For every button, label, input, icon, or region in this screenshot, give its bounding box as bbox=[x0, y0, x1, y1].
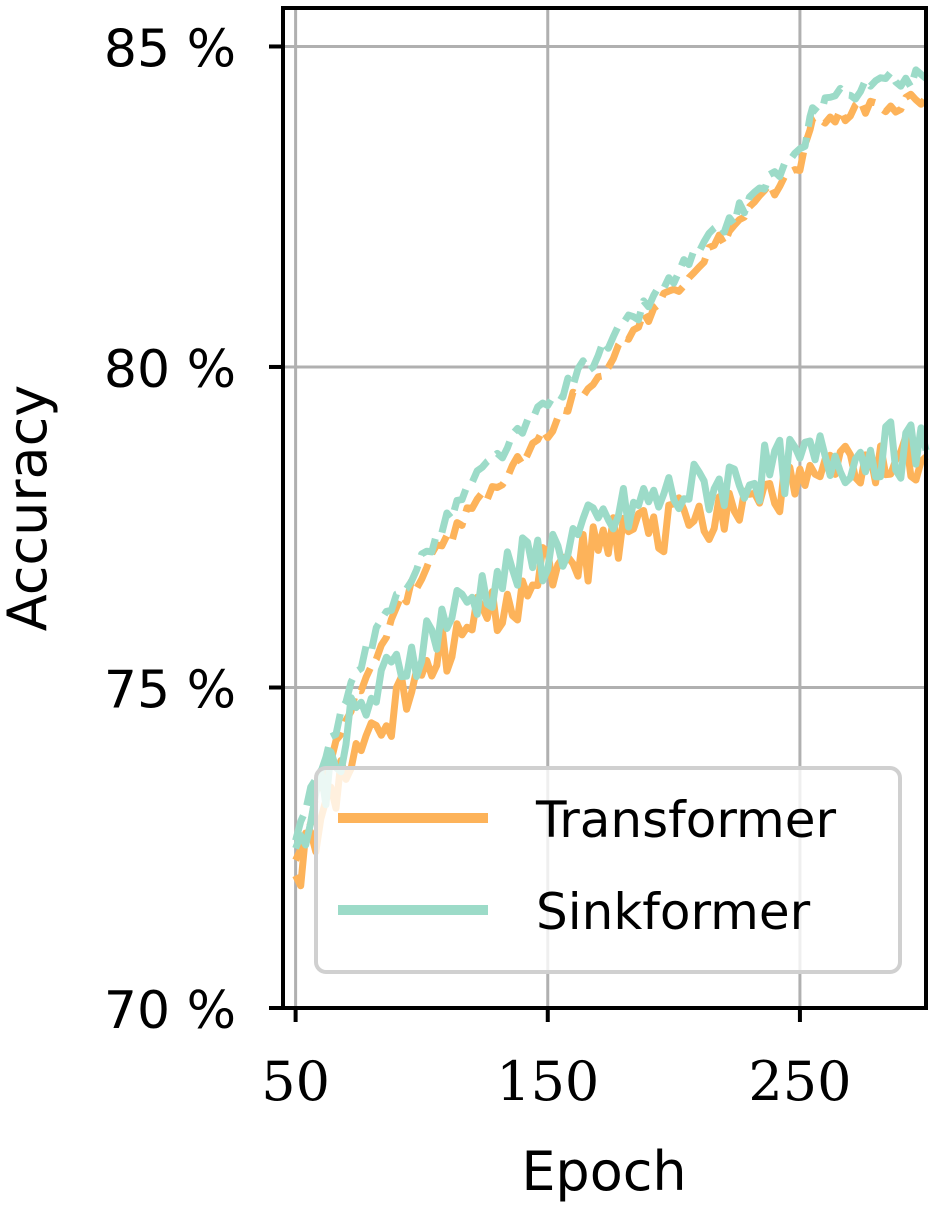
y-tick-label: 85 % bbox=[104, 19, 236, 79]
legend: Transformer Sinkformer bbox=[314, 766, 902, 974]
ticks: 50 150 250 70 % 75 % 80 % 85 % bbox=[104, 19, 852, 1113]
series-line-sinkformer-train bbox=[292, 66, 929, 842]
x-axis-label: Epoch bbox=[521, 1140, 686, 1203]
series-line-transformer-train bbox=[292, 90, 929, 862]
y-tick-label: 75 % bbox=[104, 660, 236, 720]
x-tick-label: 250 bbox=[748, 1050, 851, 1113]
legend-label-transformer: Transformer bbox=[535, 791, 836, 849]
x-tick-label: 150 bbox=[496, 1050, 599, 1113]
y-tick-label: 70 % bbox=[104, 981, 236, 1041]
x-tick-label: 50 bbox=[261, 1050, 330, 1113]
series-line-sinkformer-test bbox=[292, 418, 930, 850]
plot-frame bbox=[281, 6, 928, 1010]
legend-label-sinkformer: Sinkformer bbox=[536, 883, 811, 941]
series-lines bbox=[292, 66, 930, 890]
y-tick-label: 80 % bbox=[104, 340, 236, 400]
y-axis-label: Accuracy bbox=[0, 385, 59, 632]
